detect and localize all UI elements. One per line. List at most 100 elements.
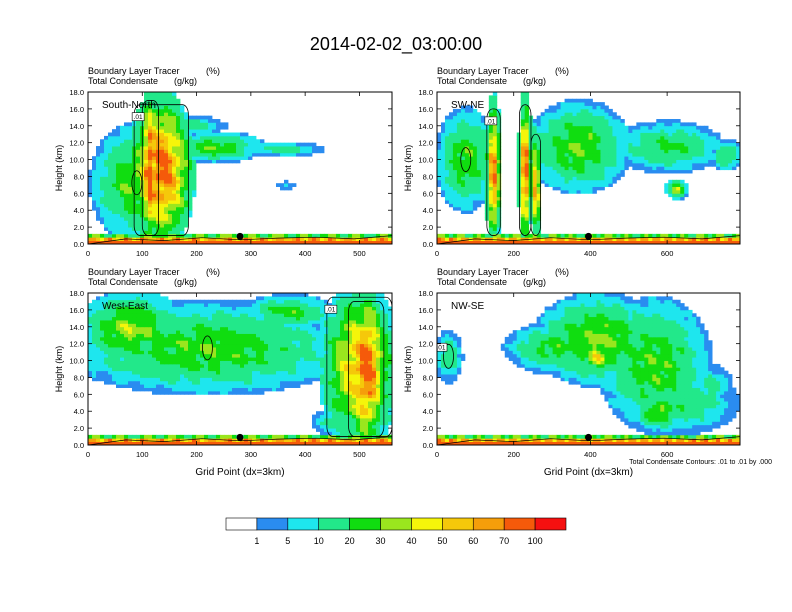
tracer-field: .01 South-North [88,92,392,244]
y-tick-label: 14.0 [418,323,433,332]
x-tick-label: 0 [435,249,439,258]
panel-title-line2: Total Condensate [88,277,158,287]
contour-label: .01 [486,118,495,125]
y-tick-label: 18.0 [69,88,84,97]
panel-title-line2-units: (g/kg) [523,277,546,287]
y-tick-label: 12.0 [418,340,433,349]
x-tick-label: 0 [86,450,90,459]
y-tick-label: 6.0 [74,189,84,198]
x-tick-label: 400 [299,450,312,459]
contour-label-box [131,112,145,121]
colorbar-label: 1 [254,536,259,546]
colorbar-swatch [225,517,258,531]
colorbar-label: 50 [437,536,447,546]
colorbar-swatch [287,517,320,531]
y-tick-label: 12.0 [69,139,84,148]
y-axis-label: Height (km) [54,346,64,393]
y-tick-label: 6.0 [74,390,84,399]
condensate-contour [141,100,159,236]
x-tick-label: 600 [661,450,674,459]
y-tick-label: 2.0 [423,223,433,232]
panel-title-line1: Boundary Layer Tracer [437,66,529,76]
panel-title-line2: Total Condensate [88,76,158,86]
panel-title-line2: Total Condensate [437,277,507,287]
x-tick-label: 200 [507,249,520,258]
y-tick-label: 16.0 [69,105,84,114]
plot-frame [436,292,741,446]
x-tick-label: 400 [584,450,597,459]
y-tick-label: 8.0 [74,172,84,181]
x-tick-label: 400 [299,249,312,258]
colorbar-swatch [256,517,289,531]
panel-title-line1-units: (%) [555,66,569,76]
panel-west-east: Boundary Layer Tracer (%) Total Condensate… [54,267,393,478]
section-label: West-East [102,301,148,312]
colorbar-label: 60 [468,536,478,546]
panel-title-line2: Total Condensate [437,76,507,86]
y-tick-label: 18.0 [418,88,433,97]
y-tick-label: 10.0 [69,357,84,366]
plot-frame [87,91,393,245]
colorbar-label: 70 [499,536,509,546]
section-label: NW-SE [451,301,484,312]
x-tick-label: 400 [584,249,597,258]
y-tick-label: 2.0 [74,223,84,232]
tracer-field: .01 NW-SE [437,293,740,445]
x-tick-label: 200 [190,450,203,459]
colorbar-label: 30 [376,536,386,546]
condensate-contour [131,170,143,196]
panel-title-line1: Boundary Layer Tracer [437,267,529,277]
contour-label-box [437,342,448,352]
x-tick-label: 200 [507,450,520,459]
surface-point-marker [236,433,244,441]
x-axis-label: Grid Point (dx=3km) [195,467,284,478]
panel-south-north: Boundary Layer Tracer (%) Total Condensate… [54,66,393,258]
y-tick-label: 4.0 [74,407,84,416]
panel-title-line1-units: (%) [555,267,569,277]
y-tick-label: 18.0 [418,289,433,298]
colorbar-swatch [349,517,381,531]
y-axis-label: Height (km) [54,145,64,192]
y-tick-label: 10.0 [69,156,84,165]
y-tick-label: 8.0 [423,172,433,181]
colorbar: 1 5 10 20 30 40 50 60 70 100 [225,517,567,546]
panel-title-line2-units: (g/kg) [174,76,197,86]
colorbar-label: 100 [528,536,543,546]
colorbar-swatch [411,517,443,531]
x-tick-label: 0 [435,450,439,459]
y-tick-label: 4.0 [423,206,433,215]
y-tick-label: 2.0 [423,424,433,433]
y-tick-label: 4.0 [423,407,433,416]
y-tick-label: 16.0 [418,306,433,315]
x-tick-label: 300 [245,249,258,258]
y-tick-label: 4.0 [74,206,84,215]
condensate-contour [530,133,541,236]
panel-title-line2-units: (g/kg) [523,76,546,86]
y-tick-label: 6.0 [423,189,433,198]
plot-frame [87,292,393,446]
colorbar-swatch [534,517,567,531]
contour-note: Total Condensate Contours: .01 to .01 by… [629,459,772,466]
panel-nw-se: Boundary Layer Tracer (%) Total Condensate… [403,267,741,478]
section-label: SW-NE [451,100,484,111]
y-tick-label: 14.0 [69,323,84,332]
x-tick-label: 500 [353,249,366,258]
panel-title-line1-units: (%) [206,267,220,277]
y-tick-label: 14.0 [69,122,84,131]
colorbar-label: 40 [406,536,416,546]
condensate-contour [133,104,189,236]
colorbar-swatch [472,517,505,531]
x-axis-label: Grid Point (dx=3km) [544,467,633,478]
contour-label: .01 [134,114,143,121]
y-tick-label: 16.0 [69,306,84,315]
surface-point-marker [585,232,592,240]
colorbar-label: 10 [314,536,324,546]
x-tick-label: 100 [136,450,149,459]
y-axis-label: Height (km) [403,346,413,393]
y-tick-label: 10.0 [418,357,433,366]
colorbar-label: 5 [285,536,290,546]
condensate-contour [202,335,213,361]
y-tick-label: 18.0 [69,289,84,298]
y-tick-label: 14.0 [418,122,433,131]
